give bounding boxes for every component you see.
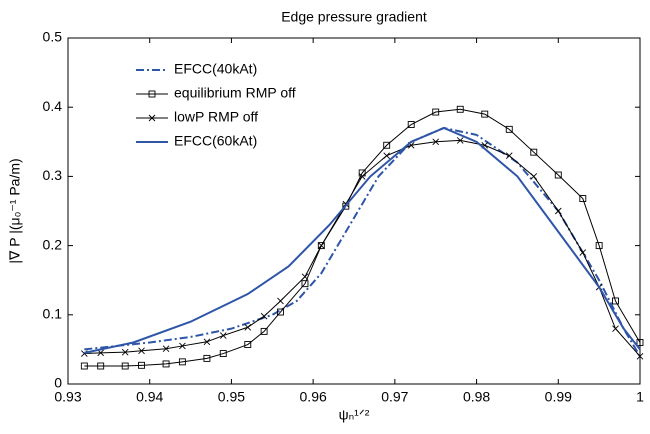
marker <box>244 323 252 331</box>
marker <box>383 141 391 149</box>
marker <box>260 312 268 320</box>
y-axis-label: |∇ P |(μ₀⁻¹ Pa/m) <box>7 158 23 263</box>
marker <box>505 125 513 133</box>
marker <box>162 345 170 353</box>
y-tick-label: 0.5 <box>43 29 63 45</box>
marker <box>432 108 440 116</box>
marker <box>554 207 562 215</box>
series-line <box>84 108 641 367</box>
marker <box>636 353 644 360</box>
series-line <box>84 126 641 354</box>
marker <box>121 348 129 356</box>
marker <box>317 242 325 249</box>
marker <box>203 354 211 362</box>
x-tick-label: 0.98 <box>463 389 490 405</box>
marker <box>219 332 227 339</box>
marker <box>554 171 562 179</box>
plot-frame <box>67 37 641 385</box>
marker <box>317 242 325 250</box>
y-tick-label: 0 <box>54 375 62 391</box>
marker <box>636 339 644 346</box>
x-tick-label: 0.96 <box>300 389 327 405</box>
marker <box>97 362 105 370</box>
marker <box>595 242 603 250</box>
marker <box>612 297 619 305</box>
y-tick-label: 0.1 <box>43 306 63 322</box>
marker <box>179 342 186 350</box>
marker <box>505 152 513 159</box>
marker <box>148 90 156 98</box>
marker <box>148 114 156 122</box>
series-line <box>84 126 641 357</box>
x-tick-label: 0.94 <box>136 389 163 405</box>
y-tick-label: 0.3 <box>43 167 63 183</box>
marker <box>277 308 284 316</box>
marker <box>456 105 464 113</box>
y-tick-label: 0.4 <box>43 98 63 114</box>
x-tick-label: 0.93 <box>54 389 81 405</box>
marker <box>481 110 489 118</box>
marker <box>456 137 464 144</box>
marker <box>407 121 415 128</box>
marker <box>579 249 587 256</box>
chart-title: Edge pressure gradient <box>281 9 427 25</box>
marker <box>277 297 284 305</box>
marker <box>358 173 366 180</box>
marker <box>301 273 309 281</box>
marker <box>97 349 105 357</box>
marker <box>260 327 268 335</box>
x-tick-label: 0.99 <box>545 389 572 405</box>
x-tick-label: 1 <box>636 389 644 405</box>
marker <box>80 362 88 370</box>
marker <box>612 325 619 332</box>
legend-label: lowP RMP off <box>174 109 258 125</box>
legend-label: equilibrium RMP off <box>174 85 296 101</box>
marker <box>178 358 186 366</box>
marker <box>301 280 309 288</box>
marker <box>432 138 440 146</box>
marker <box>121 362 129 370</box>
marker <box>138 347 145 355</box>
marker <box>219 350 227 358</box>
marker <box>162 360 170 368</box>
x-tick-label: 0.95 <box>218 389 245 405</box>
legend-label: EFCC(60kAt) <box>174 133 257 149</box>
marker <box>579 195 587 202</box>
marker <box>530 173 538 180</box>
x-tick-label: 0.97 <box>381 389 408 405</box>
legend-label: EFCC(40kAt) <box>174 61 257 77</box>
marker <box>244 341 252 349</box>
marker <box>138 361 145 369</box>
marker <box>383 152 391 159</box>
marker <box>203 338 211 346</box>
marker <box>530 148 538 156</box>
y-tick-label: 0.2 <box>43 236 63 252</box>
x-axis-label: ψₙ¹ᐟ² <box>339 407 370 423</box>
